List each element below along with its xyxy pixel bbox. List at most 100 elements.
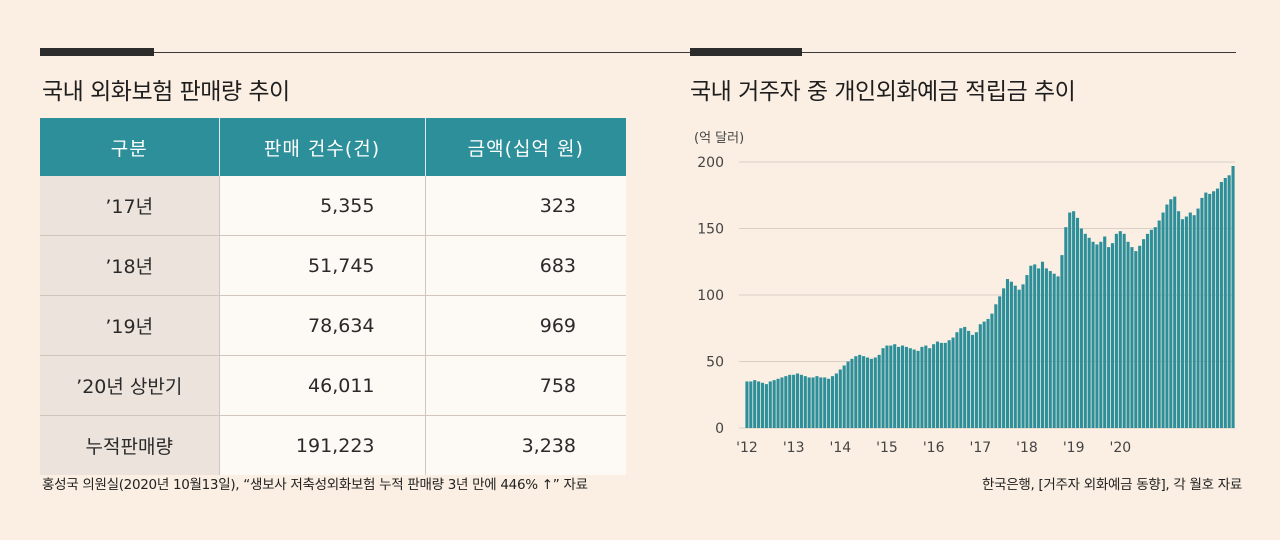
row-amount: 683 — [425, 235, 626, 296]
bar — [1204, 192, 1208, 428]
bar — [1079, 228, 1083, 428]
bar — [1099, 241, 1103, 428]
bar — [1173, 196, 1177, 428]
y-unit-label: (억 달러) — [694, 131, 744, 146]
bar — [795, 373, 800, 428]
row-count: 46,011 — [219, 355, 426, 416]
bar — [1044, 268, 1048, 428]
bar — [928, 348, 932, 428]
bar — [1208, 193, 1212, 428]
bar — [1184, 216, 1188, 428]
bar — [1145, 233, 1150, 428]
row-label: ’17년 — [40, 176, 220, 236]
bar — [1029, 265, 1033, 428]
bar — [792, 374, 796, 428]
bar — [974, 332, 978, 428]
bar — [1219, 181, 1223, 428]
table-row: ’20년 상반기 46,011 758 — [40, 355, 626, 416]
bar — [959, 328, 963, 428]
row-count: 5,355 — [219, 176, 426, 236]
table-row-total: 누적판매량 191,223 3,238 — [40, 415, 626, 475]
bar — [1052, 273, 1056, 428]
bar — [784, 376, 788, 428]
bar — [1200, 197, 1204, 428]
bar — [1223, 177, 1227, 428]
bar — [963, 326, 967, 428]
bar — [1126, 241, 1130, 428]
row-label: ’20년 상반기 — [40, 355, 220, 416]
header-category: 구분 — [40, 118, 220, 176]
bar — [1142, 239, 1146, 428]
left-source-note: 홍성국 의원실(2020년 10월13일), “생보사 저축성외화보험 누적 판… — [42, 477, 588, 493]
table-row: ’18년 51,745 683 — [40, 235, 626, 296]
left-rule-thin — [40, 52, 1236, 53]
bar — [1110, 243, 1115, 428]
bar — [1227, 175, 1231, 428]
bar — [1157, 220, 1161, 428]
bar — [920, 346, 924, 428]
bar — [1103, 236, 1107, 428]
bar — [1122, 233, 1126, 428]
bar — [990, 313, 994, 428]
bar — [827, 378, 831, 428]
bar — [873, 357, 877, 428]
bar — [1013, 285, 1017, 428]
bar — [1165, 204, 1169, 428]
bar — [943, 342, 947, 428]
left-panel-title: 국내 외화보험 판매량 추이 — [42, 79, 290, 105]
bar — [1072, 211, 1076, 428]
bar — [1095, 244, 1099, 428]
bar — [834, 373, 838, 428]
bar — [1025, 275, 1029, 428]
bar — [823, 377, 827, 428]
bar — [1180, 219, 1185, 428]
bar — [1138, 245, 1142, 428]
bar — [1021, 284, 1025, 428]
x-tick-label: '18 — [1016, 440, 1038, 456]
bar — [939, 342, 943, 428]
bar — [1017, 289, 1021, 428]
bar — [1005, 279, 1010, 428]
bar — [978, 324, 982, 428]
left-rule-thick — [40, 48, 154, 56]
bar — [846, 361, 850, 428]
right-source-note: 한국은행, [거주자 외화예금 동향], 각 월호 자료 — [981, 477, 1242, 493]
bar — [819, 377, 823, 428]
bar — [967, 330, 971, 428]
row-label: ’19년 — [40, 295, 220, 356]
bar — [1177, 211, 1181, 428]
bar — [865, 357, 870, 428]
bar — [745, 381, 749, 428]
bar — [1002, 288, 1006, 428]
bar — [908, 348, 912, 428]
bar — [1192, 215, 1196, 428]
bar — [850, 358, 854, 428]
bar — [869, 358, 873, 428]
y-tick-label: 0 — [715, 421, 724, 437]
x-tick-label: '17 — [969, 440, 991, 456]
bar — [924, 345, 928, 428]
row-label: 누적판매량 — [40, 415, 220, 475]
x-tick-label: '12 — [736, 440, 758, 456]
header-amount: 금액(십억 원) — [425, 118, 626, 176]
bar — [749, 381, 753, 428]
bar — [1083, 233, 1087, 428]
bar — [799, 374, 803, 428]
bar — [1188, 212, 1192, 428]
bar — [1107, 247, 1111, 428]
bar — [1153, 227, 1157, 428]
bar — [1196, 208, 1200, 428]
bar — [916, 350, 920, 428]
bar — [1040, 261, 1045, 428]
bar — [1087, 237, 1091, 428]
bar — [858, 354, 862, 428]
row-amount: 758 — [425, 355, 626, 416]
bar — [803, 376, 807, 428]
bar — [753, 380, 757, 428]
bar — [1068, 212, 1072, 428]
bar — [1212, 191, 1216, 428]
bar — [1118, 231, 1122, 428]
bar — [877, 354, 881, 428]
bar — [838, 369, 842, 428]
bar — [885, 345, 889, 428]
